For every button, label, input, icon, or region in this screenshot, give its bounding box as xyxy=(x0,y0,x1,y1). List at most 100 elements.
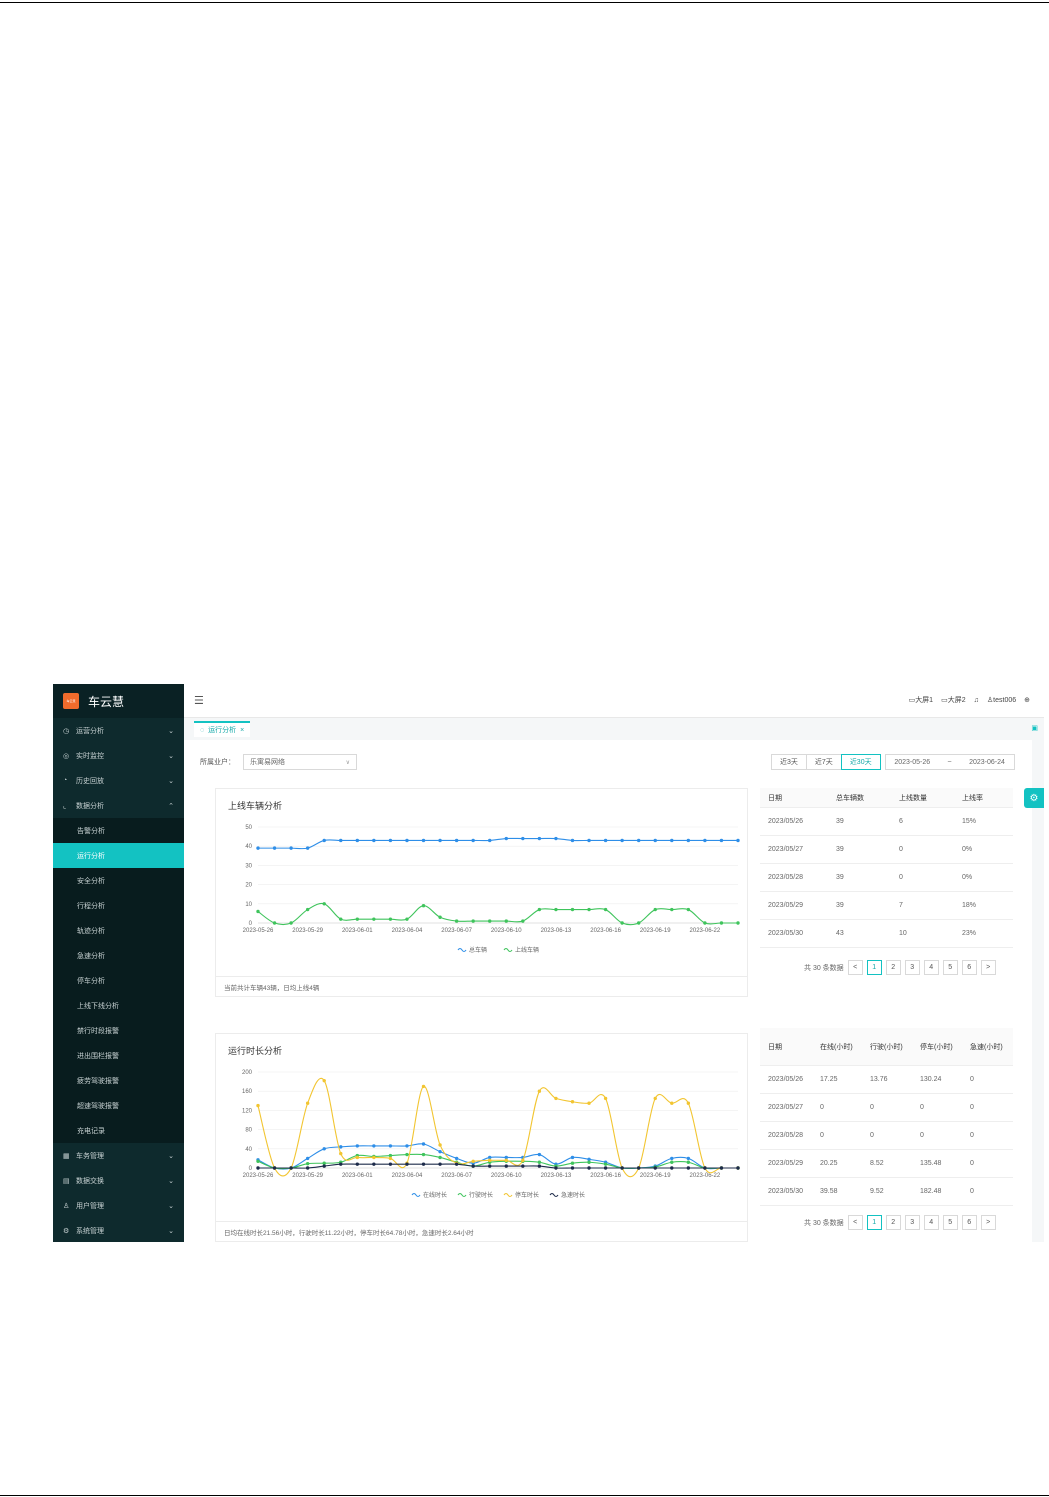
data-point[interactable] xyxy=(620,838,624,843)
data-point[interactable] xyxy=(570,907,575,912)
data-point[interactable] xyxy=(388,917,393,921)
settings-gear-icon[interactable]: ⚙ xyxy=(1024,788,1044,808)
sidebar-subitem[interactable]: 进出围栏报警 xyxy=(53,1043,184,1068)
pager-page-button[interactable]: 2 xyxy=(885,1215,901,1230)
data-point[interactable] xyxy=(438,915,442,919)
data-point[interactable] xyxy=(289,846,293,850)
data-point[interactable] xyxy=(355,838,360,843)
data-point[interactable] xyxy=(587,1101,591,1105)
data-point[interactable] xyxy=(471,1159,475,1163)
range-7d-button[interactable]: 近7天 xyxy=(805,754,842,770)
data-point[interactable] xyxy=(603,838,608,843)
sidebar-subitem[interactable]: 告警分析 xyxy=(53,818,184,843)
legend-swatch[interactable] xyxy=(503,947,513,953)
date-range-picker[interactable]: 2023-05-26 ~ 2023-06-24 xyxy=(884,754,1015,770)
sidebar-item-bottom-3[interactable]: ⚙ 系统管理 ⌄ xyxy=(53,1218,184,1242)
data-point[interactable] xyxy=(256,1159,260,1163)
legend-swatch[interactable] xyxy=(457,1192,467,1198)
data-point[interactable] xyxy=(521,836,525,841)
data-point[interactable] xyxy=(603,1096,608,1101)
sidebar-item-bottom-0[interactable]: ▦ 车务管理 ⌄ xyxy=(53,1143,184,1168)
tab-close-icon[interactable]: × xyxy=(240,726,245,734)
lock-icon[interactable]: ▣ xyxy=(1031,725,1038,732)
data-point[interactable] xyxy=(355,1144,360,1148)
data-point[interactable] xyxy=(587,838,591,843)
tab-run-analysis[interactable]: ◌ 运行分析 × xyxy=(194,721,251,737)
legend-swatch[interactable] xyxy=(457,947,467,953)
data-point[interactable] xyxy=(670,1101,674,1105)
data-point[interactable] xyxy=(256,909,260,914)
data-point[interactable] xyxy=(405,1162,409,1166)
range-30d-button[interactable]: 近30天 xyxy=(840,754,881,770)
data-point[interactable] xyxy=(272,846,277,850)
data-point[interactable] xyxy=(570,1155,575,1160)
menu-fold-icon[interactable]: ☰ xyxy=(194,695,204,707)
data-point[interactable] xyxy=(421,1142,426,1146)
data-point[interactable] xyxy=(471,838,475,843)
data-point[interactable] xyxy=(736,921,740,925)
data-point[interactable] xyxy=(322,1078,326,1083)
sidebar-item-top-2[interactable]: ◔ 历史回放 ⌄ xyxy=(53,768,184,793)
data-point[interactable] xyxy=(388,1153,393,1158)
data-point[interactable] xyxy=(305,846,310,850)
data-point[interactable] xyxy=(272,921,277,925)
data-point[interactable] xyxy=(305,907,310,912)
data-point[interactable] xyxy=(653,1166,657,1170)
data-point[interactable] xyxy=(322,1161,326,1165)
data-point[interactable] xyxy=(636,921,641,925)
sidebar-subitem[interactable]: 行程分析 xyxy=(53,893,184,918)
data-point[interactable] xyxy=(488,1164,492,1168)
legend-label[interactable]: 急速时长 xyxy=(561,1191,585,1199)
data-point[interactable] xyxy=(289,1166,293,1170)
data-point[interactable] xyxy=(686,1160,691,1164)
globe-icon[interactable]: ⊕ xyxy=(1024,697,1030,704)
data-point[interactable] xyxy=(554,1096,558,1101)
data-point[interactable] xyxy=(653,838,657,843)
data-point[interactable] xyxy=(703,1166,707,1170)
legend-swatch[interactable] xyxy=(503,1192,513,1198)
data-point[interactable] xyxy=(322,1164,326,1168)
sidebar-item-bottom-2[interactable]: ♙ 用户管理 ⌄ xyxy=(53,1193,184,1218)
data-point[interactable] xyxy=(339,1151,343,1156)
data-point[interactable] xyxy=(421,1084,426,1089)
data-point[interactable] xyxy=(471,919,475,923)
legend-label[interactable]: 停车时长 xyxy=(515,1191,539,1199)
owner-select[interactable]: 乐寓易网络 ∨ xyxy=(243,754,357,770)
data-point[interactable] xyxy=(504,836,508,841)
data-point[interactable] xyxy=(521,919,525,923)
pager-page-button[interactable]: 4 xyxy=(923,1215,939,1230)
data-point[interactable] xyxy=(537,907,542,912)
data-point[interactable] xyxy=(570,1100,575,1104)
data-point[interactable] xyxy=(504,1158,508,1163)
data-point[interactable] xyxy=(322,838,326,843)
data-point[interactable] xyxy=(703,921,707,925)
sidebar-item-top-1[interactable]: ◎ 实时监控 ⌄ xyxy=(53,743,184,768)
data-point[interactable] xyxy=(438,838,442,843)
data-point[interactable] xyxy=(570,1161,575,1165)
pager-page-button[interactable]: 6 xyxy=(961,1215,977,1230)
data-point[interactable] xyxy=(670,1156,674,1161)
data-point[interactable] xyxy=(355,1162,360,1166)
data-point[interactable] xyxy=(355,917,360,921)
data-point[interactable] xyxy=(405,1152,409,1157)
data-point[interactable] xyxy=(537,1164,542,1168)
data-point[interactable] xyxy=(438,1149,442,1154)
sidebar-subitem[interactable]: 安全分析 xyxy=(53,868,184,893)
data-point[interactable] xyxy=(454,1156,459,1161)
data-point[interactable] xyxy=(405,917,409,921)
pager-next-button[interactable]: > xyxy=(980,960,996,975)
pager-page-button[interactable]: 5 xyxy=(942,960,958,975)
legend-swatch[interactable] xyxy=(549,1192,559,1198)
data-point[interactable] xyxy=(653,1096,657,1101)
data-point[interactable] xyxy=(454,1162,459,1166)
data-point[interactable] xyxy=(355,1155,360,1160)
sidebar-item-bottom-1[interactable]: ▤ 数据交换 ⌄ xyxy=(53,1168,184,1193)
data-point[interactable] xyxy=(603,1166,608,1170)
pager-prev-button[interactable]: < xyxy=(847,1215,863,1230)
data-point[interactable] xyxy=(372,1144,376,1148)
data-point[interactable] xyxy=(554,907,558,912)
sidebar-item-top-3[interactable]: ⌞ 数据分析 ⌃ xyxy=(53,793,184,818)
data-point[interactable] xyxy=(736,1166,740,1170)
data-point[interactable] xyxy=(670,907,674,912)
data-point[interactable] xyxy=(339,1145,343,1149)
